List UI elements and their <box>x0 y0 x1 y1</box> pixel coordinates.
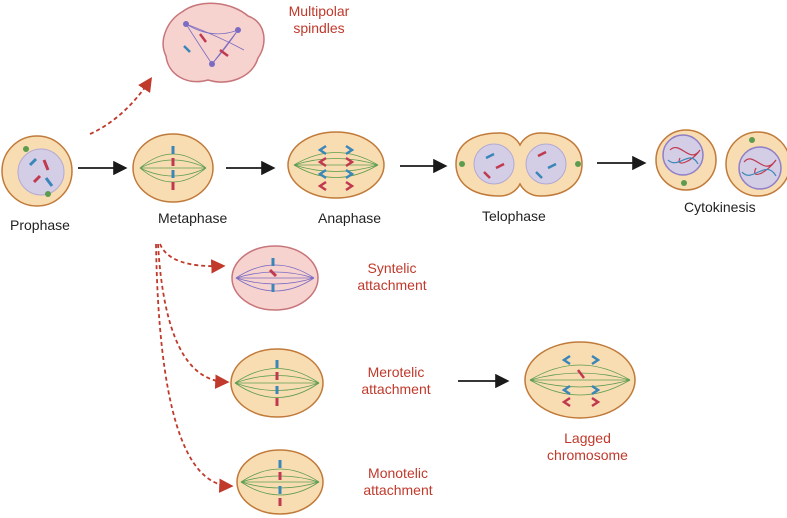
prophase-cell <box>1 135 73 207</box>
multipolar-cell <box>162 2 265 83</box>
label-prophase: Prophase <box>10 217 70 233</box>
spindle <box>529 364 631 396</box>
label-anaphase: Anaphase <box>318 210 382 226</box>
merotelic-cell <box>230 348 324 418</box>
centrosome <box>45 191 51 197</box>
label-telophase: Telophase <box>482 208 546 224</box>
spindle <box>235 264 315 292</box>
chromosome <box>561 354 601 408</box>
arrow-to-merotelic <box>157 243 230 389</box>
arrow-to-multipolar <box>89 76 152 135</box>
centrosome <box>23 146 29 152</box>
chromosome <box>317 144 355 192</box>
monotelic-cell <box>236 449 324 515</box>
lagged-cell <box>524 341 636 419</box>
label-metaphase: Metaphase <box>158 210 228 226</box>
arrow-to-monotelic <box>155 243 234 493</box>
progression-arrows <box>78 155 647 389</box>
chromosome <box>483 150 557 179</box>
label-cytokinesis: Cytokinesis <box>684 199 756 215</box>
spindle <box>185 23 245 65</box>
label-syntelic-attachment: Syntelic attachment <box>357 260 427 293</box>
label-merotelic-attachment: Merotelic attachment <box>361 364 431 397</box>
label-monotelic-attachment: Monotelic attachment <box>363 465 433 498</box>
label-multipolar-spindles: Multipolar spindles <box>288 3 350 36</box>
anaphase-cell <box>287 131 385 199</box>
syntelic-cell <box>231 245 319 311</box>
chromosome <box>183 33 229 57</box>
arrow-to-syntelic <box>159 243 226 274</box>
chromosome <box>268 258 278 292</box>
chromosome <box>28 157 54 187</box>
metaphase-cell <box>132 133 214 203</box>
label-lagged-chromosome: Lagged chromosome <box>547 430 628 463</box>
cytokinesis-cells <box>655 129 787 197</box>
error-arrows <box>89 76 234 493</box>
spindle <box>293 152 379 178</box>
telophase-cell <box>455 132 583 197</box>
